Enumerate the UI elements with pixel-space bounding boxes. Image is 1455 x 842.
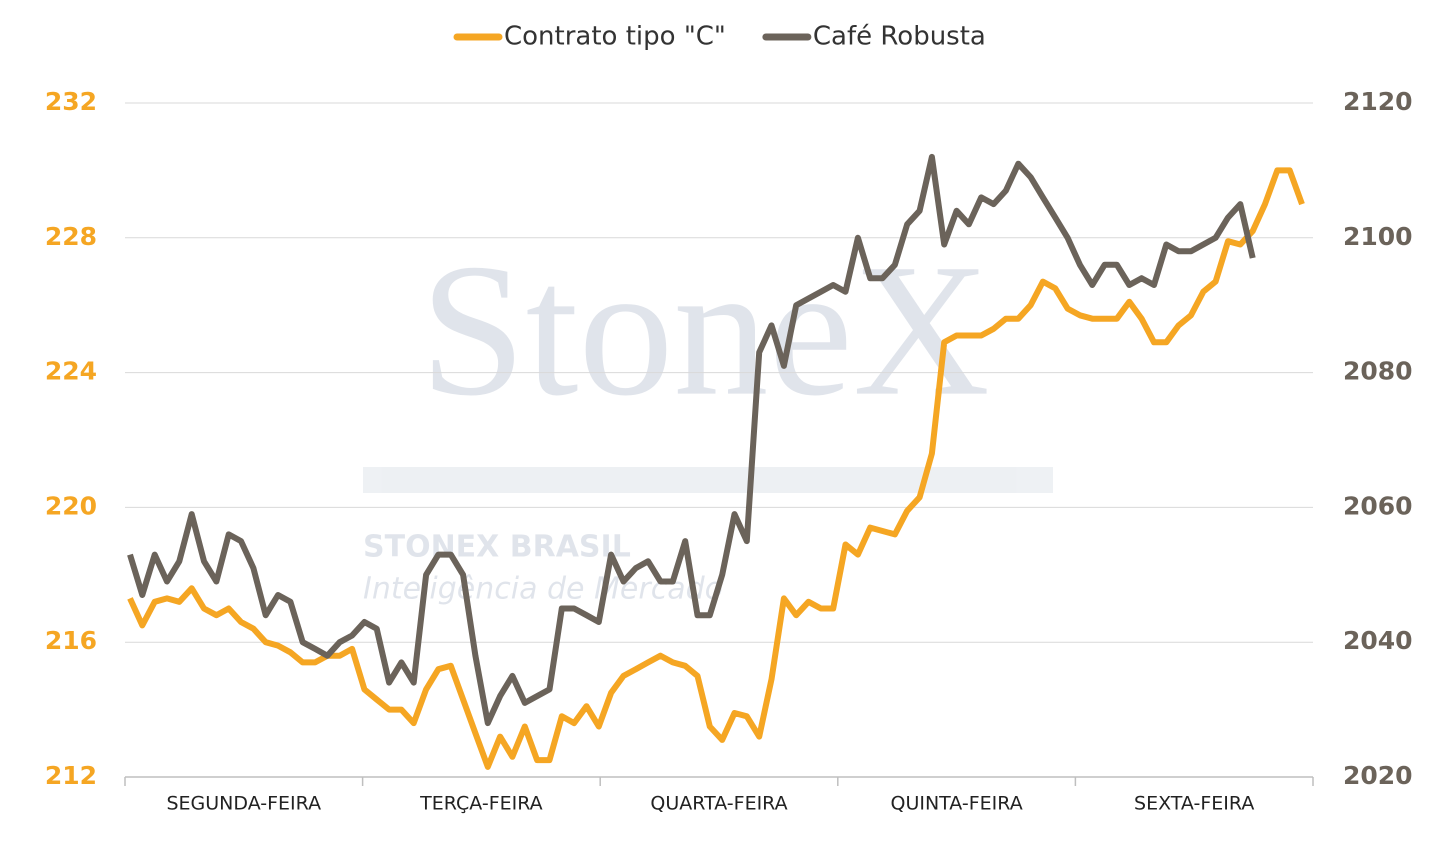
x-tick-label: QUARTA-FEIRA [650, 793, 787, 815]
y-tick-label: 224 [45, 357, 97, 386]
y2-tick-label: 2020 [1343, 761, 1413, 790]
series-line [127, 153, 1256, 727]
y-tick-label: 228 [45, 222, 97, 251]
x-tick-label: QUINTA-FEIRA [890, 793, 1022, 815]
watermark-bar [363, 467, 1053, 493]
y-tick-label: 220 [45, 491, 97, 520]
watermark-company: STONEX BRASIL [363, 530, 631, 565]
y-tick-label: 232 [45, 87, 97, 116]
x-tick-label: SEGUNDA-FEIRA [166, 793, 321, 815]
y2-tick-label: 2060 [1343, 491, 1413, 520]
legend-label: Café Robusta [813, 22, 986, 52]
watermark-tagline: Inteligência de Mercado [363, 572, 723, 607]
y2-tick-label: 2120 [1343, 87, 1413, 116]
legend: Contrato tipo "C" Café Robusta [453, 22, 986, 52]
watermark: StoneX STONEX BRASIL Inteligência de Mer… [363, 226, 1053, 607]
watermark-brand: StoneX [420, 226, 990, 436]
x-tick-label: TERÇA-FEIRA [419, 793, 543, 815]
y-tick-label: 216 [45, 626, 97, 655]
legend-label: Contrato tipo "C" [504, 22, 726, 52]
y2-tick-label: 2080 [1343, 357, 1413, 386]
y-tick-label: 212 [45, 761, 97, 790]
x-tick-label: SEXTA-FEIRA [1134, 793, 1254, 815]
y2-tick-label: 2100 [1343, 222, 1413, 251]
y2-tick-label: 2040 [1343, 626, 1413, 655]
